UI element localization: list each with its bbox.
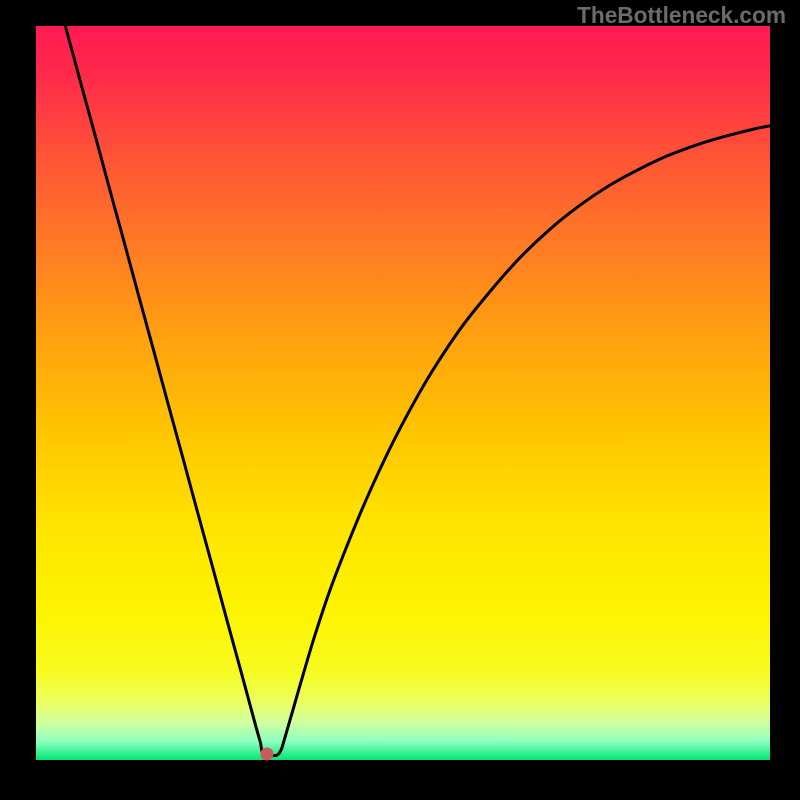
min-point-marker xyxy=(261,748,274,761)
plot-area xyxy=(36,26,770,760)
curve-layer xyxy=(36,26,770,760)
bottleneck-curve xyxy=(65,26,770,756)
watermark-text: TheBottleneck.com xyxy=(577,2,786,29)
chart-container: TheBottleneck.com xyxy=(0,0,800,800)
